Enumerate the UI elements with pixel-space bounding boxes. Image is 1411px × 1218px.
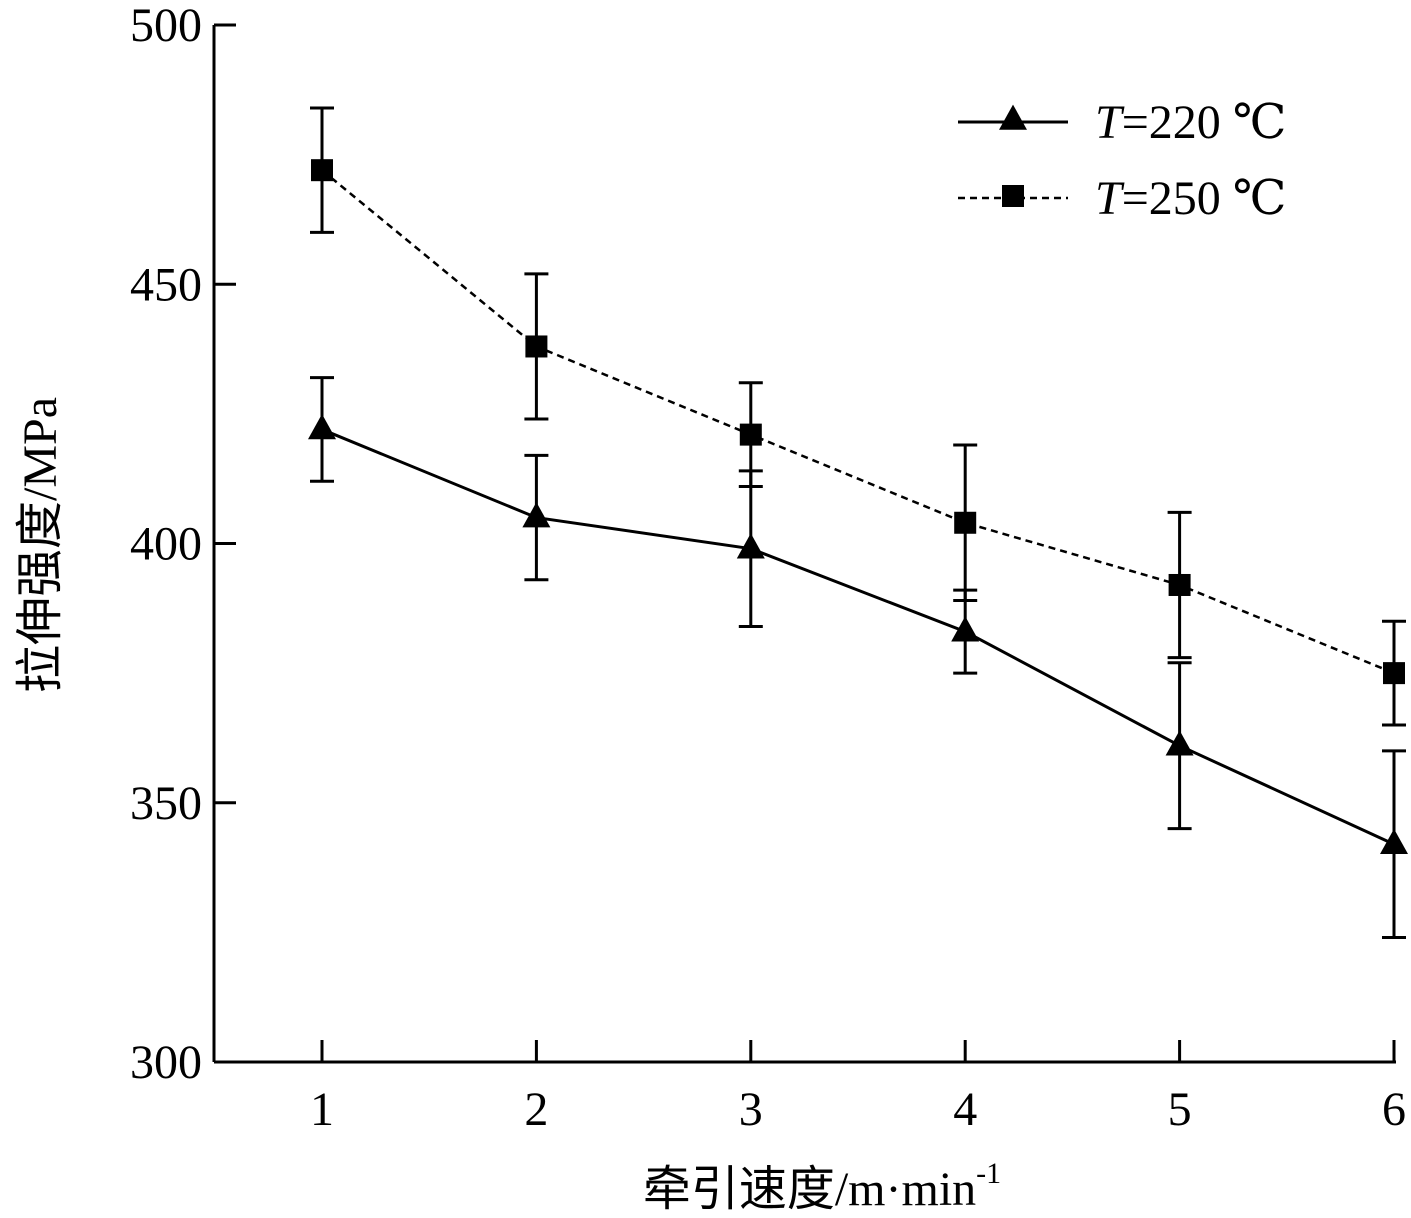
- legend: T=220 ℃T=250 ℃: [958, 96, 1286, 225]
- x-axis-title: 牵引速度/m·min-1: [643, 1157, 1001, 1216]
- legend-label: T=250 ℃: [1095, 172, 1286, 225]
- legend-entry-1: T=220 ℃: [958, 96, 1286, 149]
- legend-entry-2: T=250 ℃: [958, 172, 1286, 225]
- y-tick-label: 450: [130, 258, 202, 311]
- legend-label-italic: T: [1095, 96, 1125, 149]
- data-point: [954, 511, 977, 534]
- data-point: [951, 616, 980, 642]
- data-point: [1383, 662, 1405, 685]
- x-axis-title-text: 牵引速度/m·min: [643, 1163, 976, 1216]
- legend-marker: [999, 104, 1027, 130]
- y-tick-label: 300: [130, 1036, 202, 1089]
- data-point: [1380, 828, 1408, 855]
- y-axis-title: 拉伸强度/MPa: [14, 397, 67, 693]
- data-point: [736, 533, 765, 559]
- x-tick-label: 6: [1382, 1083, 1406, 1136]
- x-tick-label: 1: [310, 1083, 334, 1136]
- x-tick-label: 2: [524, 1083, 548, 1136]
- data-point: [1168, 573, 1191, 596]
- x-tick-label: 4: [953, 1083, 977, 1136]
- y-tick-label: 350: [130, 777, 202, 830]
- axes: 300 350 400 450 500 1 2 3 4 5 6 牵引速度/m·min-1 拉伸强度/MP…: [14, 0, 1406, 1216]
- x-tick-label: 3: [739, 1083, 763, 1136]
- series-layer: [308, 106, 1408, 940]
- series-line: [321, 428, 1395, 846]
- series-line: [321, 169, 1395, 675]
- data-point: [739, 423, 762, 446]
- x-axis-title-superscript: -1: [976, 1157, 1001, 1190]
- data-point: [522, 502, 551, 528]
- legend-label: T=220 ℃: [1095, 96, 1286, 149]
- y-tick-label: 500: [130, 0, 202, 52]
- data-point: [1165, 730, 1194, 756]
- x-tick-label: 5: [1168, 1083, 1192, 1136]
- legend-label-italic: T: [1095, 172, 1125, 225]
- data-point: [525, 335, 548, 358]
- y-tick-label: 400: [130, 518, 202, 571]
- legend-label-rest: =250 ℃: [1122, 172, 1287, 225]
- legend-marker: [1002, 185, 1024, 207]
- data-point: [311, 159, 333, 182]
- legend-label-rest: =220 ℃: [1122, 96, 1287, 149]
- series-1: [308, 376, 1408, 940]
- series-2: [310, 106, 1406, 727]
- data-point: [308, 414, 336, 440]
